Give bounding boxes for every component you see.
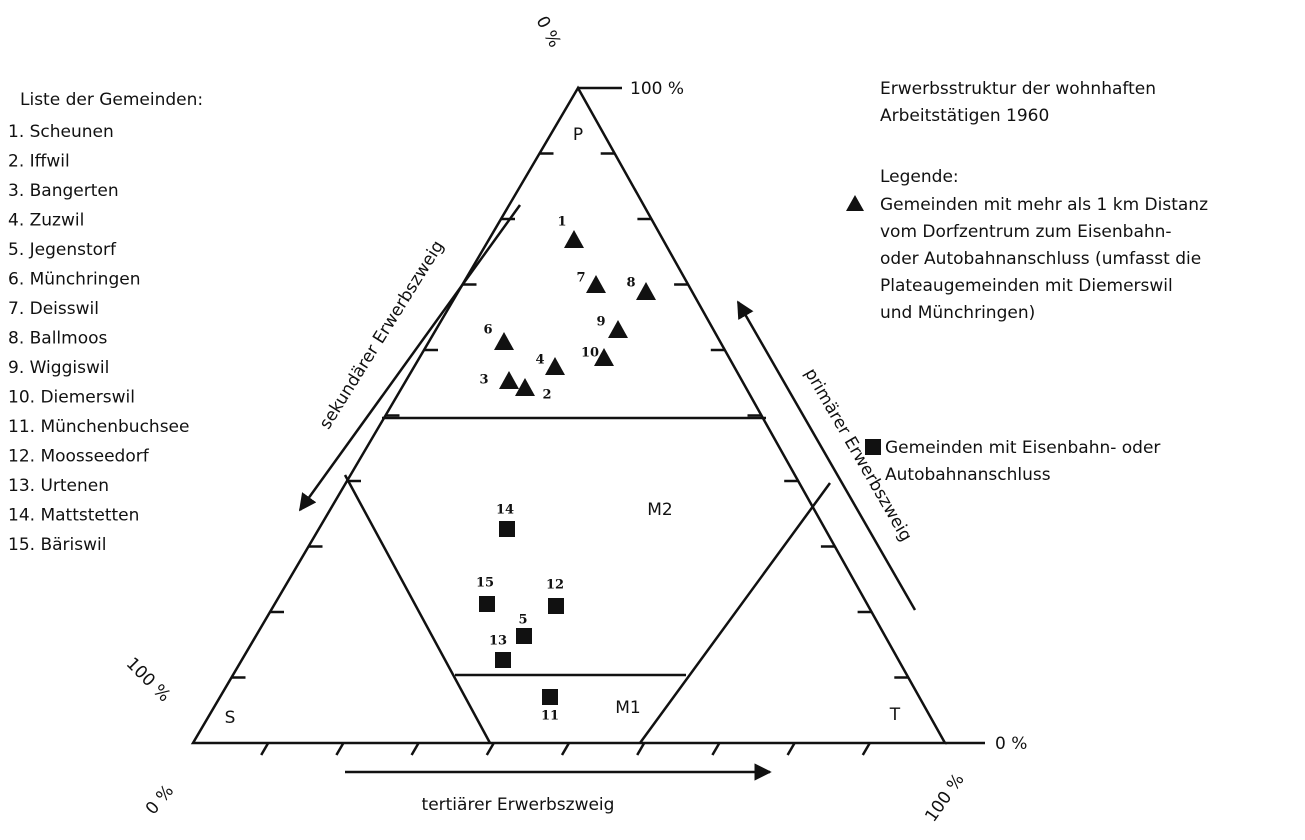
point-square bbox=[479, 596, 495, 612]
point-square bbox=[516, 628, 532, 644]
point-label: 11 bbox=[541, 709, 559, 724]
point-triangle bbox=[494, 332, 514, 350]
region-label: M2 bbox=[647, 500, 672, 520]
point-triangle bbox=[515, 378, 535, 396]
legend-text: Autobahnanschluss bbox=[885, 465, 1051, 485]
list-item: 13. Urtenen bbox=[8, 476, 109, 496]
point-label: 8 bbox=[626, 276, 635, 291]
list-item: 7. Deisswil bbox=[8, 299, 99, 319]
point-label: 10 bbox=[581, 346, 599, 361]
legend-text: vom Dorfzentrum zum Eisenbahn- bbox=[880, 222, 1172, 242]
tick bbox=[636, 742, 646, 756]
point-triangle bbox=[545, 357, 565, 375]
point-triangle bbox=[499, 371, 519, 389]
point-label: 14 bbox=[496, 503, 514, 518]
corner-label: T bbox=[889, 705, 901, 725]
scale-label: 0 % bbox=[532, 13, 565, 51]
legend-square bbox=[865, 439, 881, 455]
point-label: 7 bbox=[576, 271, 585, 286]
legend-text: Plateaugemeinden mit Diemerswil bbox=[880, 276, 1173, 296]
list-item: 11. Münchenbuchsee bbox=[8, 417, 189, 437]
tick bbox=[560, 742, 571, 756]
legend-text: oder Autobahnanschluss (umfasst die bbox=[880, 249, 1201, 269]
point-label: 1 bbox=[557, 215, 566, 230]
point-label: 15 bbox=[476, 576, 494, 591]
tick bbox=[410, 742, 420, 756]
list-item: 1. Scheunen bbox=[8, 122, 114, 142]
point-square bbox=[548, 598, 564, 614]
legend-text: und Münchringen) bbox=[880, 303, 1035, 323]
list-item: 14. Mattstetten bbox=[8, 506, 139, 526]
list-item: 2. Iffwil bbox=[8, 152, 70, 172]
list-title: Liste der Gemeinden: bbox=[20, 90, 203, 110]
tick bbox=[260, 742, 270, 756]
tick bbox=[786, 742, 796, 756]
point-triangle bbox=[594, 348, 614, 366]
legend-title: Erwerbsstruktur der wohnhaften bbox=[880, 79, 1156, 99]
legend-title: Arbeitstätigen 1960 bbox=[880, 106, 1049, 126]
point-triangle bbox=[608, 320, 628, 338]
scale-label: 100 % bbox=[122, 654, 174, 706]
point-label: 12 bbox=[546, 578, 564, 593]
point-label: 13 bbox=[489, 634, 507, 649]
point-label: 4 bbox=[535, 353, 544, 368]
scale-label: 100 % bbox=[630, 79, 684, 99]
region-line bbox=[343, 474, 492, 744]
point-triangle bbox=[564, 230, 584, 248]
list-item: 3. Bangerten bbox=[8, 181, 119, 201]
arrow bbox=[736, 300, 917, 611]
list-item: 8. Ballmoos bbox=[8, 329, 108, 349]
point-label: 5 bbox=[518, 613, 527, 628]
point-triangle bbox=[636, 282, 656, 300]
point-label: 6 bbox=[483, 323, 492, 338]
axis-label: sekundärer Erwerbszweig bbox=[316, 237, 449, 433]
list-item: 6. Münchringen bbox=[8, 270, 140, 290]
region-line bbox=[638, 482, 832, 744]
point-square bbox=[542, 689, 558, 705]
tick bbox=[335, 742, 345, 756]
point-triangle bbox=[586, 275, 606, 293]
list-item: 15. Bäriswil bbox=[8, 535, 106, 555]
frame bbox=[190, 85, 985, 781]
point-square bbox=[495, 652, 511, 668]
corner-label: P bbox=[573, 125, 583, 145]
legend-triangle bbox=[846, 195, 864, 211]
point-label: 3 bbox=[479, 373, 488, 388]
scale-label: 0 % bbox=[142, 781, 178, 819]
corner-label: S bbox=[225, 708, 236, 728]
point-label: 2 bbox=[542, 388, 551, 403]
scale-label: 0 % bbox=[995, 734, 1027, 754]
legend-heading: Legende: bbox=[880, 167, 959, 187]
legend-text: Gemeinden mit mehr als 1 km Distanz bbox=[880, 195, 1208, 215]
list-item: 10. Diemerswil bbox=[8, 388, 135, 408]
legend-text: Gemeinden mit Eisenbahn- oder bbox=[885, 438, 1160, 458]
scale-label: 100 % bbox=[921, 770, 968, 826]
axis-label: tertiärer Erwerbszweig bbox=[422, 795, 615, 815]
point-label: 9 bbox=[596, 315, 605, 330]
arrow bbox=[298, 204, 522, 512]
list-item: 9. Wiggiswil bbox=[8, 358, 109, 378]
list-item: 4. Zuzwil bbox=[8, 211, 84, 231]
point-square bbox=[499, 521, 515, 537]
tick bbox=[861, 742, 871, 756]
list-item: 12. Moosseedorf bbox=[8, 447, 150, 467]
list-item: 5. Jegenstorf bbox=[8, 240, 117, 260]
region-label: M1 bbox=[615, 698, 640, 718]
tick bbox=[485, 742, 495, 756]
tick bbox=[711, 742, 721, 756]
